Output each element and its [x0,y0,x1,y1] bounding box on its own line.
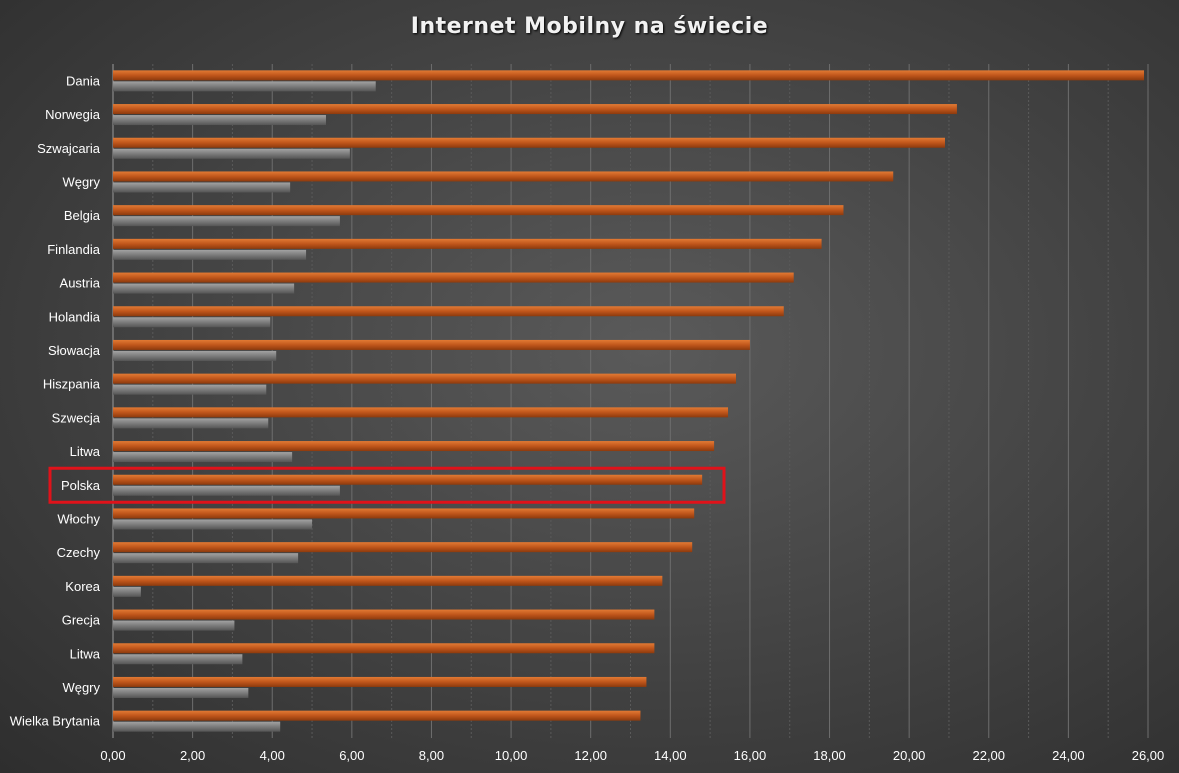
bar-series2-13 [113,519,313,530]
bar-series1-13 [113,508,695,519]
bar-series2-12 [113,485,340,496]
bar-series1-17 [113,643,655,654]
category-label: Polska [61,478,101,493]
bar-series2-0 [113,81,376,92]
x-axis-ticks: 0,00 2,00 4,00 6,00 8,00 10,00 12,00 14,00 16,00… [100,748,1164,763]
category-label: Czechy [57,545,101,560]
bar-series1-18 [113,676,647,687]
category-label: Węgry [62,680,100,695]
x-tick-label: 18,00 [813,748,846,763]
category-label: Szwajcaria [37,141,101,156]
x-tick-label: 0,00 [100,748,125,763]
bar-series1-12 [113,474,703,485]
category-label: Finlandia [47,242,101,257]
category-label: Holandia [49,309,101,324]
category-label: Szwecja [52,410,101,425]
bar-series2-16 [113,620,235,631]
bar-series2-5 [113,249,307,260]
category-label: Litwa [70,646,101,661]
bar-series2-6 [113,283,295,294]
x-tick-label: 8,00 [419,748,444,763]
category-label: Słowacja [48,343,101,358]
bar-series2-2 [113,148,350,159]
category-label: Norwegia [45,107,101,122]
bar-series2-17 [113,654,243,665]
category-label: Dania [66,73,101,88]
bar-series1-11 [113,441,715,452]
bar-series1-4 [113,205,844,216]
bar-series2-19 [113,721,281,732]
highlight-layer [48,466,726,504]
category-label: Włochy [57,511,100,526]
category-label: Hiszpania [43,377,101,392]
bar-series1-1 [113,104,957,115]
highlight-box [48,466,726,504]
bar-series2-1 [113,115,326,126]
x-tick-label: 4,00 [260,748,285,763]
x-tick-label: 2,00 [180,748,205,763]
x-tick-label: 10,00 [495,748,528,763]
x-tick-label: 14,00 [654,748,687,763]
bar-series2-11 [113,452,293,463]
bar-series1-2 [113,137,945,148]
category-label: Węgry [62,174,100,189]
bar-series1-6 [113,272,794,283]
bar-series1-14 [113,542,693,553]
bar-series1-19 [113,710,641,721]
bar-series1-9 [113,373,736,384]
x-tick-label: 20,00 [893,748,926,763]
category-label: Belgia [64,208,101,223]
category-label: Wielka Brytania [10,714,101,729]
bar-series1-15 [113,575,663,586]
bar-series2-7 [113,317,271,328]
bar-series1-10 [113,407,729,418]
x-tick-label: 6,00 [339,748,364,763]
bar-series1-0 [113,70,1145,81]
x-tick-label: 24,00 [1052,748,1085,763]
category-label: Grecja [62,613,101,628]
bar-series2-14 [113,553,299,564]
bar-series1-8 [113,339,750,350]
bar-series2-15 [113,586,141,597]
x-tick-label: 22,00 [972,748,1005,763]
grid-lines [112,64,1149,738]
x-tick-label: 12,00 [574,748,607,763]
bar-series2-3 [113,182,291,193]
chart-title: Internet Mobilny na świecie [410,14,769,39]
bar-series2-4 [113,216,340,227]
x-tick-label: 26,00 [1132,748,1165,763]
bar-series1-5 [113,238,822,249]
bar-series1-16 [113,609,655,620]
category-label: Korea [65,579,100,594]
bar-series1-3 [113,171,894,182]
x-tick-label: 16,00 [734,748,767,763]
bar-series2-10 [113,418,269,429]
bar-series2-8 [113,350,277,361]
bar-series2-18 [113,687,249,698]
bar-series1-7 [113,306,784,317]
category-label: Litwa [70,444,101,459]
category-label: Austria [60,276,101,291]
category-labels: Dania Norwegia Szwajcaria Węgry Belgia Finlan… [10,73,101,728]
bars [113,70,1145,732]
bar-series2-9 [113,384,267,395]
